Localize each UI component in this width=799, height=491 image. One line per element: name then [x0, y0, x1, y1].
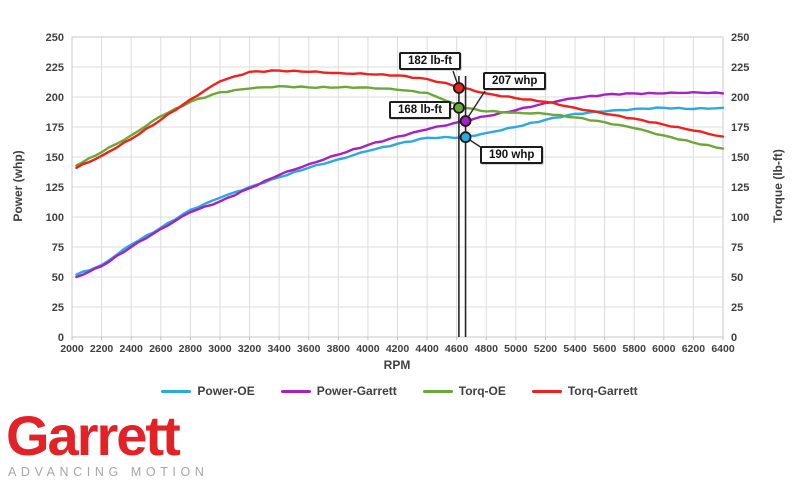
series-power-oe: [75, 106, 725, 276]
right-tick-label: 100: [731, 212, 749, 224]
x-tick-label: 5800: [623, 343, 647, 355]
left-tick-label: 25: [52, 302, 64, 314]
left-tick-label: 0: [58, 332, 64, 344]
x-tick-label: 4000: [356, 343, 380, 355]
left-tick-label: 150: [46, 152, 64, 164]
left-tick-label: 50: [52, 272, 64, 284]
right-tick-label: 200: [731, 92, 749, 104]
right-tick-label: 175: [731, 122, 749, 134]
x-tick-label: 2600: [149, 343, 173, 355]
left-tick-label: 175: [46, 122, 64, 134]
x-tick-label: 2400: [120, 343, 144, 355]
x-tick-label: 3600: [297, 343, 321, 355]
callout-leader: [464, 90, 486, 122]
left-tick-label: 125: [46, 182, 64, 194]
dyno-chart-canvas: 2000 2200 2400 2600 2800 3000 3200 3400 3600 3800…: [46, 32, 750, 355]
right-tick-label: 125: [731, 182, 749, 194]
callout-torq-oe: 168 lb-ft: [389, 101, 452, 119]
garrett-logo-wordmark: Garrett: [6, 404, 181, 467]
x-tick-label: 4800: [475, 343, 499, 355]
x-tick-label: 6400: [711, 343, 735, 355]
torq-garrett-swatch: [531, 389, 562, 393]
dyno-chart: 2000 2200 2400 2600 2800 3000 3200 3400 3600 3800…: [11, 32, 785, 372]
x-tick-label: 4200: [386, 343, 410, 355]
marker-dot-power-garrett: [459, 115, 472, 127]
garrett-logo-tagline: ADVANCING MOTION: [8, 465, 209, 479]
left-tick-label: 100: [46, 212, 64, 224]
right-tick-label: 225: [731, 62, 749, 74]
series-torq-garrett: [75, 69, 725, 170]
left-tick-label: 225: [46, 62, 64, 74]
right-tick-label: 50: [731, 272, 743, 284]
right-tick-label: 0: [731, 332, 737, 344]
power-oe-swatch: [161, 389, 192, 393]
x-tick-label: 3200: [238, 343, 262, 355]
left-axis-title: Power (whp): [11, 150, 25, 222]
callout-power-garrett: 207 whp: [483, 72, 547, 90]
left-tick-label: 200: [46, 92, 64, 104]
torq-oe-swatch: [422, 389, 453, 393]
legend-item-torq-oe: Torq-OE: [422, 384, 506, 398]
x-tick-label: 4600: [445, 343, 469, 355]
right-tick-label: 75: [731, 242, 743, 254]
x-tick-label: 5600: [593, 343, 617, 355]
legend-item-power-oe: Power-OE: [161, 384, 255, 398]
x-tick-label: 5000: [504, 343, 528, 355]
x-tick-label: 5400: [563, 343, 587, 355]
x-axis-title: RPM: [383, 358, 411, 372]
x-tick-label: 5200: [534, 343, 558, 355]
right-tick-label: 150: [731, 152, 749, 164]
x-tick-label: 3800: [327, 343, 351, 355]
x-tick-label: 2800: [179, 343, 203, 355]
power-garrett-swatch: [280, 389, 311, 393]
x-tick-label: 4400: [415, 343, 439, 355]
right-axis-title: Torque (lb-ft): [771, 149, 785, 223]
marker-dot-torq-garrett: [453, 82, 465, 94]
series-torq-oe: [75, 84, 725, 167]
x-tick-label: 2000: [60, 343, 84, 355]
x-tick-label: 3000: [208, 343, 232, 355]
legend-label-power-garrett: Power-Garrett: [316, 384, 397, 398]
legend-label-power-oe: Power-OE: [197, 384, 255, 398]
x-tick-label: 6000: [652, 343, 676, 355]
left-tick-label: 250: [46, 32, 64, 44]
garrett-logo: Garrett ADVANCING MOTION: [6, 404, 209, 480]
legend-item-power-garrett: Power-Garrett: [280, 384, 397, 398]
right-tick-label: 250: [731, 32, 749, 44]
callout-torq-garrett: 182 lb-ft: [399, 52, 462, 70]
series-power-garrett: [75, 90, 725, 279]
x-tick-label: 6200: [682, 343, 706, 355]
chart-legend: Power-OE Power-Garrett Torq-OE Torq-Garr…: [0, 384, 799, 398]
legend-item-torq-garrett: Torq-Garrett: [531, 384, 638, 398]
left-tick-label: 75: [52, 242, 64, 254]
x-tick-label: 2200: [90, 343, 114, 355]
marker-dot-power-oe: [459, 131, 472, 144]
legend-label-torq-garrett: Torq-Garrett: [567, 384, 638, 398]
callout-power-oe: 190 whp: [480, 146, 544, 164]
x-tick-label: 3400: [267, 343, 291, 355]
right-tick-label: 25: [731, 302, 743, 314]
marker-dot-torq-oe: [453, 101, 465, 114]
legend-label-torq-oe: Torq-OE: [458, 384, 506, 398]
